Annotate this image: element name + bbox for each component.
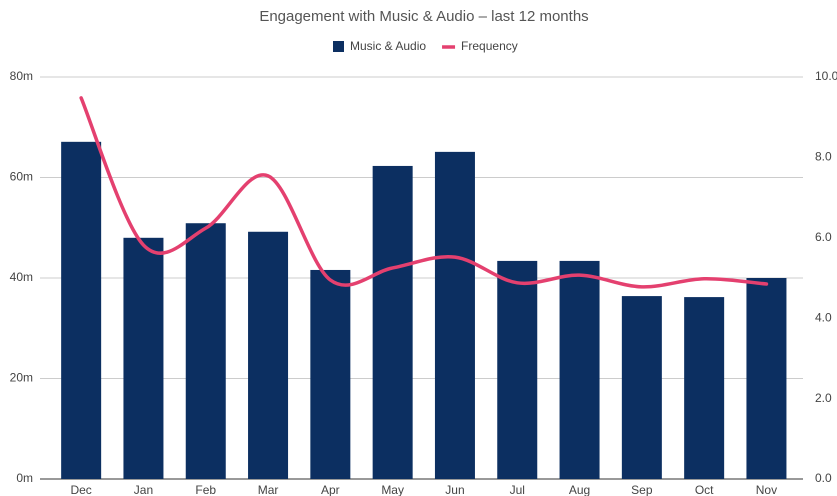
- x-tick-label: Aug: [569, 483, 590, 496]
- y2-tick-label: 2.0: [815, 391, 832, 405]
- y-tick-label: 0m: [16, 471, 33, 485]
- y2-tick-label: 0.0: [815, 471, 832, 485]
- y-tick-label: 20m: [10, 371, 33, 385]
- y-tick-label: 60m: [10, 170, 33, 184]
- x-tick-label: Dec: [70, 483, 91, 496]
- x-tick-label: Sep: [631, 483, 653, 496]
- bar: [61, 141, 102, 479]
- x-tick-label: Jan: [134, 483, 153, 496]
- bar: [372, 165, 413, 479]
- legend-label: Frequency: [461, 39, 518, 53]
- y-tick-label: 40m: [10, 270, 33, 284]
- bar: [248, 231, 289, 479]
- bar: [621, 296, 662, 479]
- x-tick-label: Apr: [321, 483, 340, 496]
- x-tick-label: Nov: [756, 483, 777, 496]
- x-tick-label: Jul: [510, 483, 525, 496]
- y2-tick-label: 6.0: [815, 230, 832, 244]
- x-tick-label: May: [381, 483, 404, 496]
- chart-title: Engagement with Music & Audio – last 12 …: [259, 8, 588, 25]
- x-tick-label: Feb: [195, 483, 216, 496]
- legend-label: Music & Audio: [350, 39, 426, 53]
- line: [79, 96, 769, 289]
- x-tick-label: Jun: [445, 483, 464, 496]
- bar: [746, 278, 787, 479]
- bar: [684, 297, 725, 479]
- y-tick-label: 80m: [10, 69, 33, 83]
- bar: [185, 223, 226, 479]
- y2-tick-label: 4.0: [815, 310, 832, 324]
- legend-swatch: [333, 41, 344, 52]
- bar: [310, 269, 351, 479]
- x-tick-label: Mar: [258, 483, 279, 496]
- bar: [123, 237, 164, 479]
- bar: [559, 260, 600, 479]
- y2-tick-label: 10.0: [815, 69, 837, 83]
- bar: [497, 260, 538, 479]
- bar: [434, 151, 475, 479]
- y2-tick-label: 8.0: [815, 150, 832, 164]
- x-tick-label: Oct: [695, 483, 714, 496]
